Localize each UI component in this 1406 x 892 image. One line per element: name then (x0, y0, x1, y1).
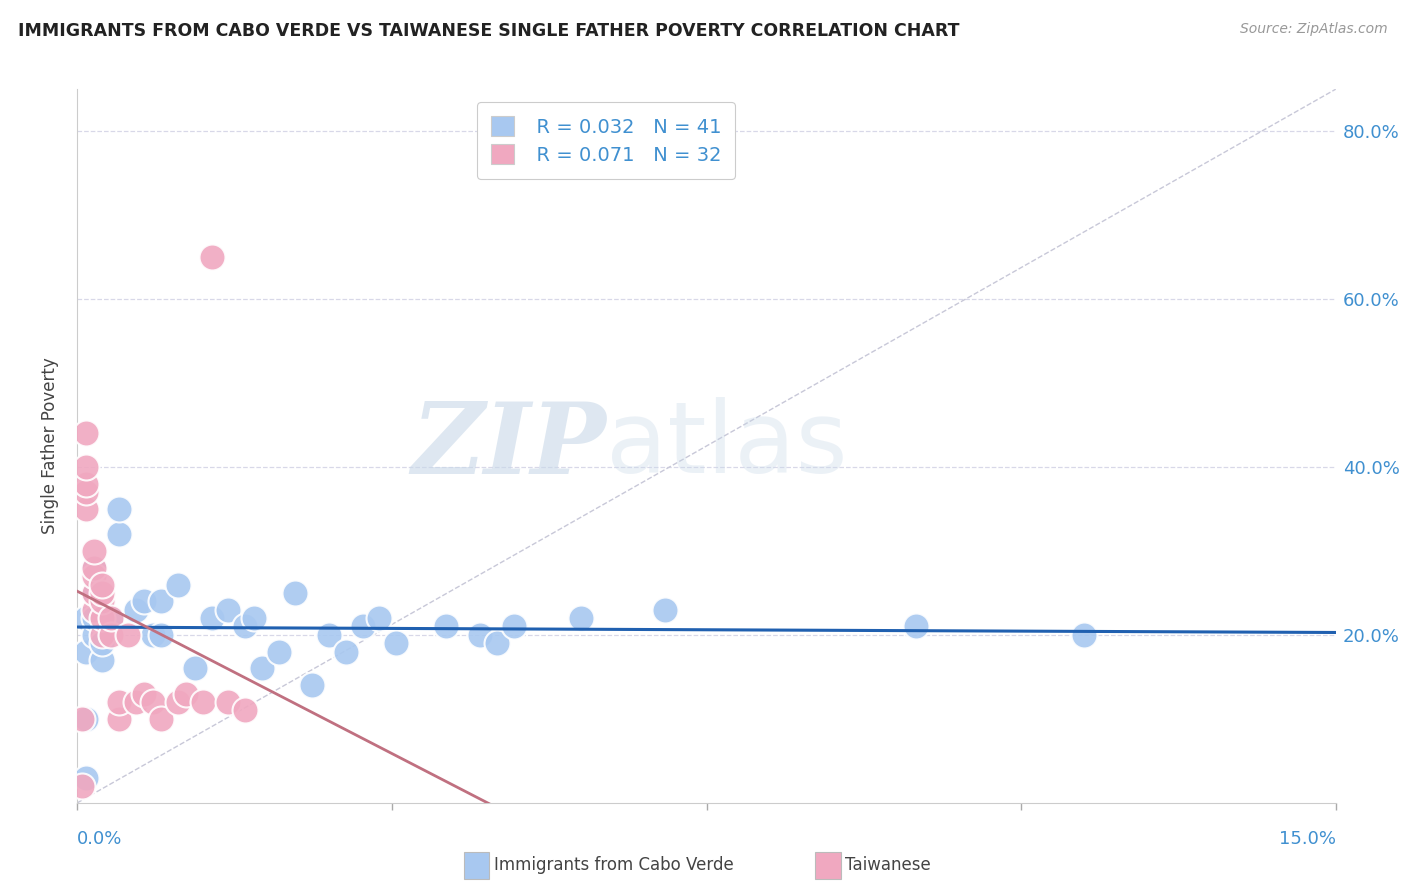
Text: Source: ZipAtlas.com: Source: ZipAtlas.com (1240, 22, 1388, 37)
Text: 0.0%: 0.0% (77, 830, 122, 847)
Point (335, 645, 357, 659)
Point (108, 502, 131, 516)
Text: ZIP: ZIP (411, 398, 606, 494)
Point (385, 636, 408, 650)
Point (485, 636, 508, 650)
Point (75, 611, 97, 625)
Point (70, 712, 93, 726)
Text: Taiwanese: Taiwanese (845, 856, 931, 874)
Point (318, 628, 340, 642)
Point (75, 502, 97, 516)
Text: atlas: atlas (606, 398, 848, 494)
Point (150, 712, 173, 726)
Point (91, 628, 114, 642)
Point (83, 586, 105, 600)
Point (70, 779, 93, 793)
Point (167, 577, 190, 591)
Point (150, 594, 173, 608)
Point (125, 695, 148, 709)
Point (242, 611, 264, 625)
Point (502, 619, 524, 633)
Point (108, 527, 131, 541)
Point (75, 460, 97, 475)
Point (184, 661, 207, 675)
Point (142, 695, 165, 709)
Point (352, 619, 374, 633)
Point (91, 577, 114, 591)
Point (134, 687, 156, 701)
Point (100, 628, 122, 642)
Point (134, 594, 156, 608)
Point (233, 619, 256, 633)
Point (83, 569, 105, 583)
Point (83, 560, 105, 574)
Point (217, 695, 239, 709)
Point (191, 695, 215, 709)
Text: IMMIGRANTS FROM CABO VERDE VS TAIWANESE SINGLE FATHER POVERTY CORRELATION CHART: IMMIGRANTS FROM CABO VERDE VS TAIWANESE … (18, 22, 960, 40)
Point (108, 695, 131, 709)
Point (284, 586, 307, 600)
Point (100, 611, 122, 625)
Point (1073, 628, 1095, 642)
Legend:   R = 0.032   N = 41,   R = 0.071   N = 32: R = 0.032 N = 41, R = 0.071 N = 32 (477, 103, 735, 178)
Point (176, 687, 198, 701)
Point (83, 603, 105, 617)
Y-axis label: Single Father Poverty: Single Father Poverty (41, 358, 59, 534)
Point (100, 611, 122, 625)
Point (75, 712, 97, 726)
Point (83, 560, 105, 574)
Point (75, 645, 97, 659)
Point (75, 426, 97, 441)
Point (91, 594, 114, 608)
Point (217, 603, 239, 617)
Point (91, 653, 114, 667)
Point (83, 544, 105, 558)
Point (569, 611, 592, 625)
Point (905, 619, 928, 633)
Point (267, 645, 290, 659)
Point (150, 628, 173, 642)
Point (468, 628, 491, 642)
Text: Immigrants from Cabo Verde: Immigrants from Cabo Verde (494, 856, 734, 874)
Point (654, 603, 676, 617)
Point (200, 611, 222, 625)
Point (368, 611, 391, 625)
Point (75, 485, 97, 500)
Point (83, 586, 105, 600)
Text: 15.0%: 15.0% (1278, 830, 1336, 847)
Point (301, 678, 323, 692)
Point (91, 611, 114, 625)
Point (233, 703, 256, 717)
Point (200, 250, 222, 264)
Point (250, 661, 273, 675)
Point (83, 628, 105, 642)
Point (142, 628, 165, 642)
Point (91, 586, 114, 600)
Point (117, 628, 139, 642)
Point (91, 636, 114, 650)
Point (83, 611, 105, 625)
Point (125, 603, 148, 617)
Point (75, 771, 97, 785)
Point (167, 695, 190, 709)
Point (436, 619, 458, 633)
Point (75, 476, 97, 491)
Point (108, 712, 131, 726)
